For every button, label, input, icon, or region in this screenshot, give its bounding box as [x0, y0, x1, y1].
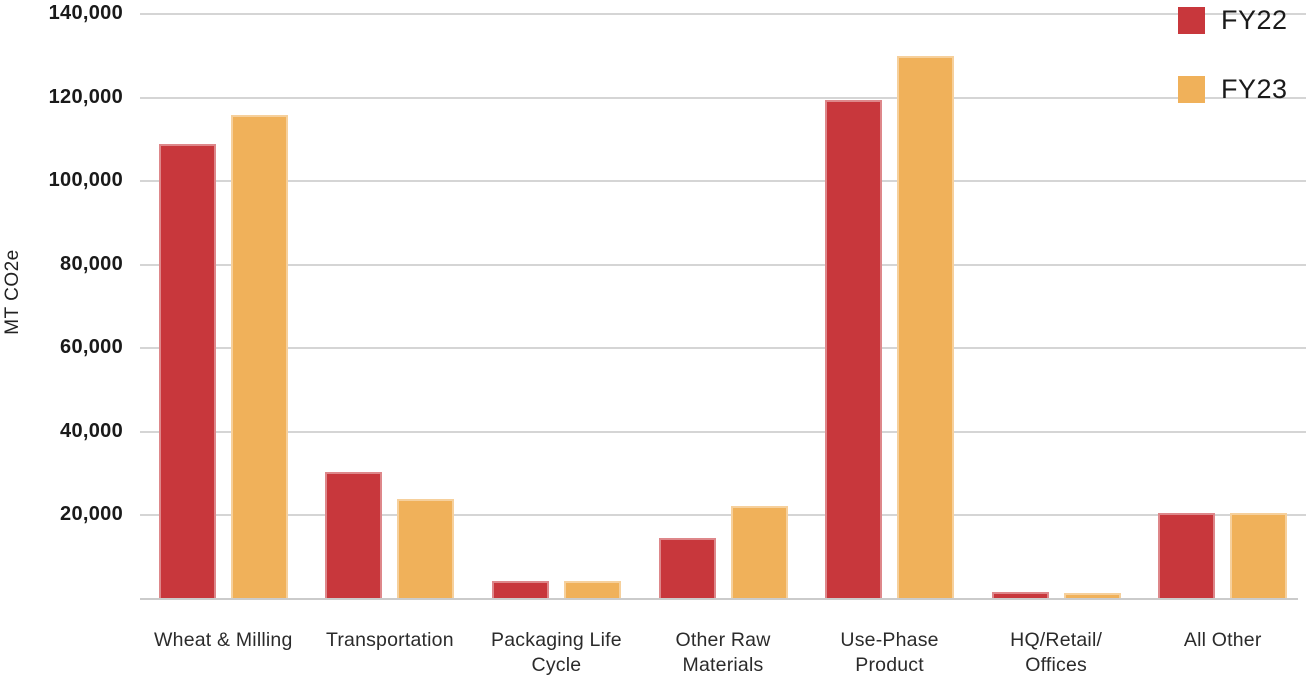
category-label: All Other: [1183, 629, 1262, 651]
bar-fy22-3: [491, 581, 549, 599]
y-tick-label: 140,000: [48, 2, 123, 24]
gridline: [140, 180, 1306, 183]
legend-swatch-fy22: [1178, 7, 1205, 34]
y-tick-label: 80,000: [60, 252, 123, 275]
legend-swatch-fy23: [1178, 76, 1205, 103]
bar-fy22-1: [158, 143, 216, 599]
category-label: Packaging Life Cycle: [491, 629, 622, 676]
y-tick-label: 40,000: [60, 419, 123, 442]
y-tick-label: 100,000: [48, 169, 123, 192]
bar-fy23-3: [563, 581, 621, 599]
category-label: Other Raw Materials: [675, 629, 771, 676]
gridline: [140, 514, 1306, 517]
gridline: [140, 430, 1306, 433]
bar-fy23-5: [897, 55, 955, 599]
legend-label-fy22: FY22: [1221, 5, 1288, 35]
category-label: HQ/Retail/ Offices: [1010, 629, 1103, 676]
category-label: Transportation: [325, 629, 454, 651]
gridline: [140, 96, 1306, 99]
legend-label-fy23: FY23: [1221, 74, 1288, 104]
y-tick-label: 20,000: [60, 503, 123, 526]
category-label: Use-Phase Product: [840, 629, 939, 676]
legend-item-fy22: FY22: [1178, 5, 1288, 36]
category-label: Wheat & Milling: [154, 629, 293, 651]
gridline: [140, 347, 1306, 350]
bar-fy22-6: [991, 591, 1049, 599]
legend-item-fy23: FY23: [1178, 74, 1288, 105]
bar-fy22-2: [325, 472, 383, 599]
bar-fy23-7: [1230, 513, 1288, 599]
bar-fy22-4: [658, 537, 716, 599]
bar-fy22-5: [825, 100, 883, 599]
y-tick-label: 120,000: [48, 85, 123, 108]
bar-fy23-2: [397, 499, 455, 599]
bar-fy23-6: [1063, 592, 1121, 599]
x-axis-line: [140, 598, 1298, 600]
bar-fy23-1: [230, 115, 288, 599]
gridline: [140, 13, 1306, 15]
y-tick-label: 60,000: [60, 336, 123, 359]
bar-fy22-7: [1158, 513, 1216, 599]
gridline: [140, 263, 1306, 266]
bar-fy23-4: [730, 506, 788, 599]
